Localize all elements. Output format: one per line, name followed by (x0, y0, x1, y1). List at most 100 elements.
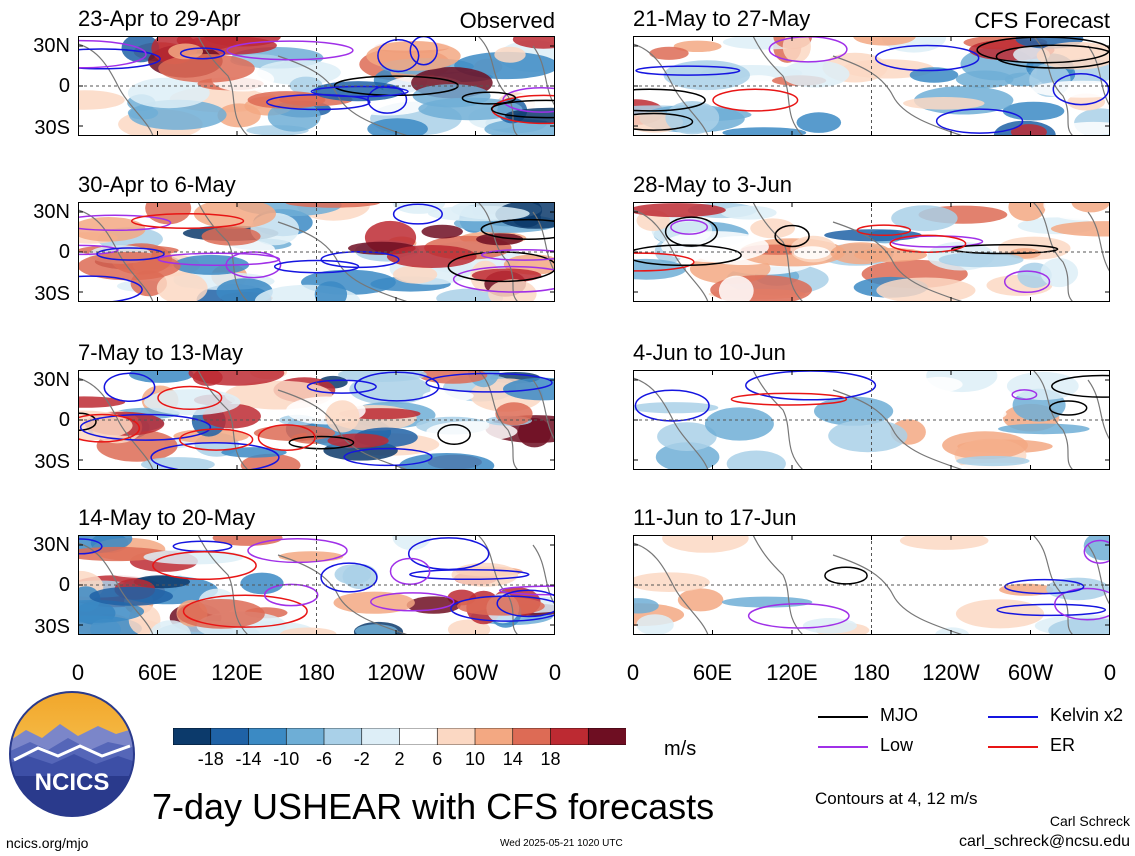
colorbar-swatch (248, 727, 288, 746)
y-tick-label: 30S (34, 616, 70, 638)
units-label: m/s (664, 738, 697, 760)
shading-cell (649, 46, 689, 60)
colorbar-tick-label: -2 (353, 749, 370, 769)
legend-label: Kelvin x2 (1050, 705, 1124, 725)
legend-line (988, 716, 1038, 718)
shading-cell (386, 245, 477, 268)
x-tick-label: 120E (211, 660, 263, 685)
colorbar-tick-label: -6 (315, 749, 333, 769)
shading-cell (78, 410, 133, 441)
shading-cell (471, 268, 542, 283)
panel-title: 11-Jun to 17-Jun (633, 505, 797, 530)
shading-cell (673, 40, 722, 52)
shading-cell (942, 431, 1028, 460)
shading-cell (143, 549, 244, 565)
colorbar-swatch (550, 727, 590, 746)
shading-cell (655, 442, 720, 470)
panel-title: 21-May to 27-May (633, 6, 811, 31)
shading-cell (399, 453, 495, 470)
contour-line (103, 372, 156, 403)
colorbar-swatch (172, 727, 212, 746)
panel-title: 7-May to 13-May (78, 340, 244, 365)
contour-line (257, 424, 316, 452)
coastline (633, 36, 1110, 136)
shading-cell (280, 627, 337, 635)
contour-line (425, 372, 553, 393)
map-panel (633, 202, 1110, 302)
shading-cell (633, 598, 659, 614)
colorbar-tick-label: 2 (394, 749, 405, 769)
coastline (78, 535, 555, 635)
shading-cell (999, 583, 1054, 596)
shading-cell (144, 389, 241, 416)
colorbar-tick-label: -10 (273, 749, 300, 769)
shading-cell (78, 217, 146, 242)
contour-line (130, 212, 245, 230)
panel-title: 28-May to 3-Jun (633, 172, 792, 197)
contour-line (157, 252, 281, 266)
colorbar-swatch (512, 727, 552, 746)
y-tick-label: 0 (58, 574, 70, 596)
shading-cell (129, 370, 194, 383)
contour-line (670, 219, 709, 235)
shading-cell (427, 205, 530, 222)
shading-cell (781, 60, 850, 88)
colorbar-swatch (361, 727, 401, 746)
contour-line (78, 39, 147, 69)
shading-cell (1031, 80, 1110, 98)
shading-cell (392, 535, 431, 551)
panel-frame (78, 535, 555, 635)
shading-cell (188, 370, 285, 386)
shading-cell (1002, 101, 1065, 121)
y-tick-label: 30N (33, 369, 70, 391)
colorbar-swatch (587, 727, 627, 746)
shading-cell (1006, 371, 1079, 401)
shading-cell (722, 127, 807, 136)
shading-cell (495, 402, 533, 426)
contour-line (367, 85, 408, 114)
shading-cell (240, 572, 284, 595)
map-panel (633, 370, 1110, 470)
shading-cell (507, 443, 555, 458)
panel-frame (633, 202, 1110, 302)
contour-line (310, 85, 409, 98)
colorbar-tick-label: 18 (540, 749, 561, 769)
contour-line (633, 112, 694, 131)
map-panel (78, 535, 555, 635)
shading-cell (158, 54, 255, 83)
shading-cell (512, 36, 555, 49)
contour-line (996, 603, 1107, 617)
y-tick-label: 0 (58, 241, 70, 263)
contour-line (1054, 587, 1110, 621)
shading-cell (903, 97, 985, 110)
contour-line (320, 562, 378, 593)
contour-line (263, 583, 319, 607)
legend-label: MJO (880, 705, 918, 725)
shading-cell (1048, 617, 1110, 635)
legend-label: ER (1050, 735, 1076, 755)
shading-cell (334, 564, 372, 585)
contour-line (634, 389, 710, 422)
contour-line (747, 603, 850, 629)
panel-title: 14-May to 20-May (78, 505, 256, 530)
shading-cell (796, 112, 842, 133)
contour-line (1083, 539, 1110, 564)
shading-cell (726, 450, 786, 470)
shading-cell (476, 233, 524, 246)
shading-cell (327, 433, 389, 448)
panel-title: 4-Jun to 10-Jun (633, 340, 786, 365)
shading-cell (488, 279, 537, 302)
shading-cell (853, 36, 916, 46)
colorbar-tick-label: -18 (197, 749, 224, 769)
panel-frame (78, 202, 555, 302)
contour-line (951, 243, 1059, 255)
shading-cell (313, 81, 404, 102)
contour-line (79, 413, 212, 441)
contour-line (633, 88, 706, 112)
panel-title: 30-Apr to 6-May (78, 172, 236, 197)
shading-cell (633, 203, 726, 218)
contour-line (179, 428, 254, 451)
shading-cell (457, 596, 545, 616)
shading-cell (1067, 93, 1106, 111)
shading-cell (367, 118, 428, 136)
